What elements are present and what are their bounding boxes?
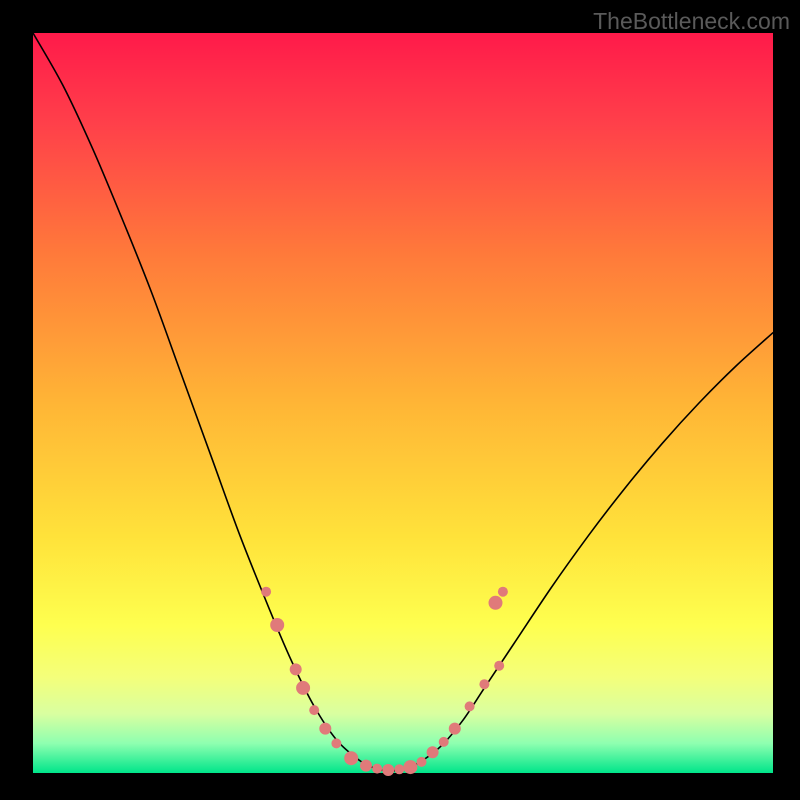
scatter-point [270,618,284,632]
scatter-point [372,764,382,774]
scatter-point [498,587,508,597]
scatter-point [261,587,271,597]
scatter-point [319,723,331,735]
scatter-group [261,587,508,776]
scatter-point [331,738,341,748]
scatter-point [290,663,302,675]
scatter-point [403,760,417,774]
scatter-point [439,737,449,747]
scatter-point [479,679,489,689]
scatter-point [309,705,319,715]
scatter-point [465,701,475,711]
scatter-point [449,723,461,735]
scatter-point [494,661,504,671]
plot-area [33,33,773,773]
scatter-point [296,681,310,695]
scatter-point [360,760,372,772]
scatter-point [489,596,503,610]
scatter-point [382,764,394,776]
watermark-text: TheBottleneck.com [593,8,790,35]
scatter-point [344,751,358,765]
scatter-point [417,757,427,767]
scatter-point [427,746,439,758]
scatter-point [394,764,404,774]
bottleneck-curve [33,33,773,771]
chart-svg [33,33,773,773]
